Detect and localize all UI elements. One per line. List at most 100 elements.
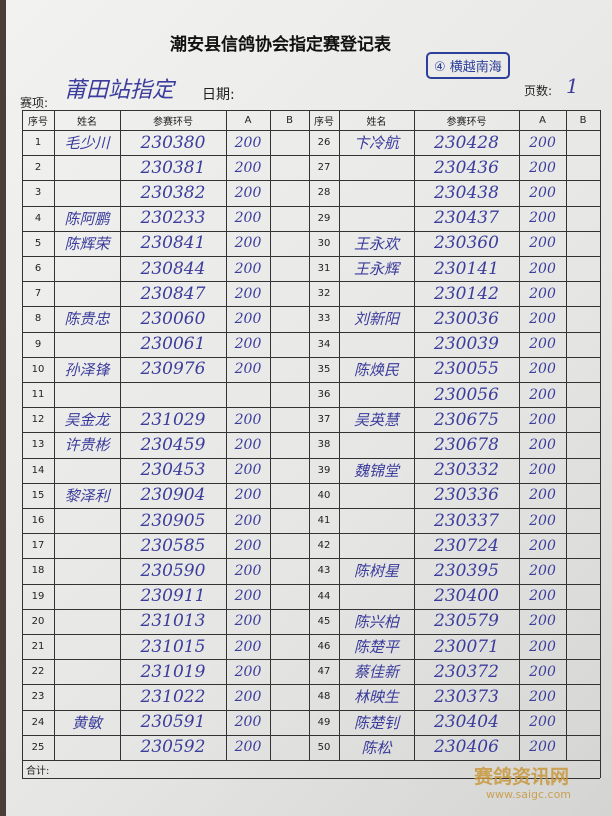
row-number: 47 <box>317 666 331 678</box>
ring-number: 230904 <box>140 485 206 506</box>
row-rule <box>22 306 600 308</box>
a-value: 200 <box>529 411 556 428</box>
row-number: 23 <box>31 691 45 703</box>
a-value: 200 <box>529 310 556 327</box>
row-number: 7 <box>34 288 42 300</box>
column-rule <box>22 110 23 778</box>
a-value: 200 <box>234 210 262 227</box>
ring-number: 230372 <box>434 661 499 682</box>
ring-number: 230724 <box>434 535 499 556</box>
row-number: 43 <box>317 565 331 577</box>
row-rule <box>22 281 600 283</box>
ring-number: 230400 <box>434 586 499 607</box>
row-number: 2 <box>34 162 42 174</box>
ring-number: 230438 <box>434 182 499 203</box>
a-value: 200 <box>529 336 556 353</box>
ring-number: 230592 <box>140 737 206 758</box>
row-number: 39 <box>317 464 331 476</box>
registration-table: 序号 姓名 参赛环号 A B 序号 姓名 参赛环号 A B 1 毛少川 230380 200 2 230381… <box>22 110 601 782</box>
row-rule <box>22 432 600 434</box>
column-header: 姓名 <box>77 116 97 128</box>
ring-number: 231015 <box>140 636 206 657</box>
ring-number: 230459 <box>140 434 206 455</box>
name: 刘新阳 <box>353 310 399 329</box>
a-value: 200 <box>234 361 262 378</box>
row-number: 9 <box>34 338 42 350</box>
stamp: ④ 横越南海 <box>426 52 510 79</box>
row-number: 24 <box>31 716 45 728</box>
name: 陈楚钊 <box>353 713 399 732</box>
row-number: 40 <box>317 489 331 501</box>
row-number: 30 <box>317 237 331 249</box>
name: 吴英慧 <box>353 411 399 430</box>
a-value: 200 <box>234 310 262 327</box>
ring-number: 231013 <box>140 611 206 632</box>
ring-number: 230142 <box>434 283 499 304</box>
row-rule <box>22 457 600 459</box>
ring-number: 230055 <box>434 359 499 380</box>
column-header: A <box>244 114 252 126</box>
ring-number: 230585 <box>140 535 206 556</box>
ring-number: 231019 <box>140 661 206 682</box>
row-number: 33 <box>317 313 331 325</box>
name: 王永欢 <box>353 234 399 253</box>
column-rule <box>120 110 121 760</box>
page-label: 页数: <box>524 84 553 98</box>
column-rule <box>54 110 55 760</box>
a-value: 200 <box>234 562 262 579</box>
name: 毛少川 <box>64 134 110 153</box>
row-number: 28 <box>317 187 331 199</box>
a-value: 200 <box>234 336 262 353</box>
ring-number: 230060 <box>140 308 206 329</box>
row-number: 41 <box>317 515 331 527</box>
row-rule <box>22 583 600 585</box>
a-value: 200 <box>529 663 556 680</box>
row-number: 18 <box>31 565 45 577</box>
row-rule <box>22 155 600 157</box>
column-rule <box>600 110 601 778</box>
ring-number: 230332 <box>434 460 499 481</box>
a-value: 200 <box>529 361 556 378</box>
row-number: 20 <box>31 615 45 627</box>
ring-number: 230141 <box>434 258 499 279</box>
ring-number: 230911 <box>140 586 206 607</box>
column-rule <box>270 110 271 760</box>
ring-number: 230590 <box>140 560 206 581</box>
a-value: 200 <box>529 184 556 201</box>
row-number: 31 <box>317 263 331 275</box>
row-number: 11 <box>31 389 45 401</box>
a-value: 200 <box>529 739 556 756</box>
a-value: 200 <box>529 285 556 302</box>
ring-number: 230436 <box>434 157 499 178</box>
ring-number: 230381 <box>140 157 206 178</box>
ring-number: 230847 <box>140 283 206 304</box>
a-value: 200 <box>234 134 262 151</box>
name: 吴金龙 <box>64 411 110 430</box>
a-value: 200 <box>529 588 556 605</box>
date-label: 日期: <box>202 87 235 103</box>
row-number: 50 <box>317 741 331 753</box>
a-value: 200 <box>529 134 556 151</box>
name: 孙泽锋 <box>64 360 110 379</box>
event-label: 赛项: <box>20 96 49 110</box>
ring-number: 230404 <box>434 712 499 733</box>
column-header: 序号 <box>28 116 48 128</box>
row-rule <box>22 180 600 182</box>
row-rule <box>22 130 600 131</box>
row-rule <box>22 331 600 333</box>
ring-number: 230591 <box>140 712 206 733</box>
row-rule <box>22 634 600 635</box>
row-rule <box>22 608 600 610</box>
a-value: 200 <box>234 462 262 479</box>
a-value: 200 <box>234 512 262 529</box>
ring-number: 230056 <box>434 384 499 405</box>
row-number: 38 <box>317 439 331 451</box>
row-number: 35 <box>317 363 331 375</box>
ring-number: 231029 <box>140 409 206 430</box>
row-rule <box>22 659 600 661</box>
name: 陈贵忠 <box>64 310 110 329</box>
row-number: 13 <box>31 439 45 451</box>
row-number: 46 <box>317 641 331 653</box>
name: 黄敏 <box>71 713 102 732</box>
